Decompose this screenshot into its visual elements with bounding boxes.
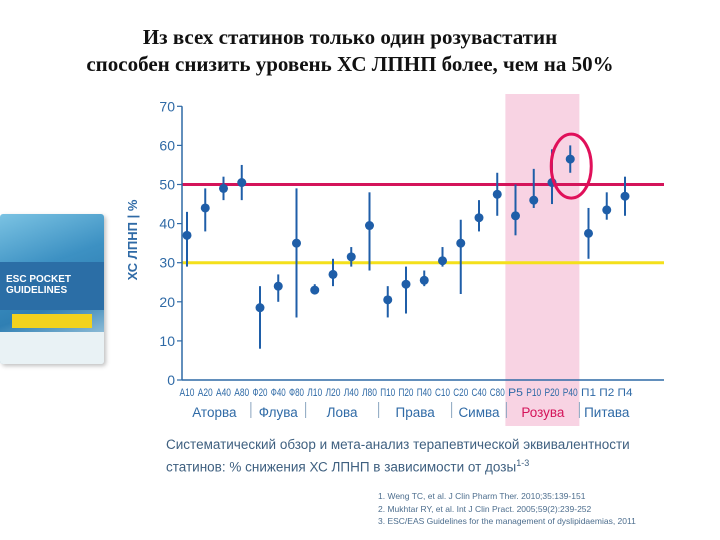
y-tick-label: 20 <box>159 294 175 310</box>
title-line-1: Из всех статинов только один розувастати… <box>142 25 558 49</box>
data-point-П10 <box>383 295 393 305</box>
x-tick-label: A20 <box>198 387 213 399</box>
data-point-A10 <box>182 230 192 240</box>
x-tick-label: A80 <box>234 387 249 399</box>
data-point-A20 <box>200 203 210 213</box>
caption-superscript: 1-3 <box>516 458 530 468</box>
x-tick-label: Р10 <box>526 387 541 399</box>
data-point-П1 <box>584 228 593 238</box>
x-tick-label: С10 <box>435 387 450 399</box>
data-point-Р5 <box>511 211 520 221</box>
highlight-band <box>505 94 580 426</box>
data-point-Ф40 <box>273 281 283 291</box>
x-tick-label: Л80 <box>362 387 377 399</box>
references-list: 1. Weng TC, et al. J Clin Pharm Ther. 20… <box>378 490 636 528</box>
data-point-Ф20 <box>255 303 265 313</box>
x-tick-label: П2 <box>599 387 614 399</box>
x-tick-label: С40 <box>472 387 487 399</box>
x-tick-label: Л10 <box>307 387 322 399</box>
data-point-П20 <box>401 279 411 289</box>
x-tick-label: С80 <box>490 387 505 399</box>
y-tick-label: 10 <box>159 333 175 349</box>
x-tick-label: П40 <box>417 387 432 399</box>
x-tick-label: Р20 <box>545 387 560 399</box>
data-point-Л40 <box>346 252 356 262</box>
data-point-Л10 <box>310 285 320 295</box>
reference-3: 3. ESC/EAS Guidelines for the management… <box>378 516 636 526</box>
data-point-Л20 <box>328 269 338 279</box>
chart-caption: Систематический обзор и мета-анализ тера… <box>166 436 630 477</box>
data-point-A40 <box>219 183 228 193</box>
x-tick-label: Р40 <box>563 387 578 399</box>
data-point-П40 <box>419 275 429 285</box>
x-tick-label: Ф20 <box>253 387 268 399</box>
data-point-Л80 <box>365 221 374 231</box>
data-point-Ф80 <box>292 238 301 248</box>
caption-line-2: статинов: % снижения ХС ЛПНП в зависимос… <box>166 454 630 477</box>
data-point-П2 <box>602 205 612 215</box>
data-point-П4 <box>620 191 630 201</box>
x-tick-label: A40 <box>216 387 231 399</box>
x-tick-label: Ф40 <box>271 387 286 399</box>
data-point-С10 <box>438 256 447 266</box>
group-label: Флува <box>259 405 298 420</box>
circled-point-highlight <box>549 132 593 200</box>
data-point-Р10 <box>529 195 539 205</box>
x-tick-label: П20 <box>399 387 414 399</box>
y-tick-label: 70 <box>159 98 175 114</box>
group-label: Права <box>396 405 436 420</box>
x-tick-label: Л40 <box>344 387 359 399</box>
data-point-С80 <box>492 189 502 199</box>
guidelines-book-image: ESC POCKET GUIDELINES <box>0 214 104 364</box>
caption-line-1: Систематический обзор и мета-анализ тера… <box>166 437 630 452</box>
data-point-Р40 <box>565 154 575 164</box>
x-tick-label: С20 <box>453 387 468 399</box>
x-tick-label: П10 <box>380 387 395 399</box>
x-tick-label: A10 <box>180 387 195 399</box>
y-axis-label: ХС ЛПНП | % <box>125 199 140 280</box>
group-label: Симва <box>458 405 500 420</box>
y-tick-label: 60 <box>159 137 175 153</box>
slide-title: Из всех статинов только один розувастати… <box>20 24 680 78</box>
reference-2: 2. Mukhtar RY, et al. Int J Clin Pract. … <box>378 503 592 514</box>
y-tick-label: 40 <box>159 216 175 232</box>
group-label: Питава <box>584 405 630 420</box>
title-line-2: способен снизить уровень ХС ЛПНП более, … <box>86 52 614 76</box>
y-tick-label: 0 <box>167 372 175 388</box>
y-tick-label: 30 <box>159 255 175 271</box>
x-tick-label: П4 <box>618 387 633 399</box>
data-point-A80 <box>237 178 247 188</box>
group-label: Лова <box>327 405 358 420</box>
caption-line-2-text: статинов: % снижения ХС ЛПНП в зависимос… <box>166 459 517 475</box>
x-tick-label: Ф80 <box>289 387 304 399</box>
group-label: Аторва <box>192 405 237 420</box>
group-label: Розува <box>521 405 565 420</box>
x-tick-label: Л20 <box>326 387 341 399</box>
y-tick-label: 50 <box>159 177 175 193</box>
x-tick-label: Р5 <box>508 387 523 399</box>
reference-1: 1. Weng TC, et al. J Clin Pharm Ther. 20… <box>378 491 586 501</box>
data-point-С20 <box>456 238 466 248</box>
x-tick-label: П1 <box>581 387 596 399</box>
book-label: ESC POCKET GUIDELINES <box>6 274 72 296</box>
data-point-С40 <box>474 213 484 223</box>
